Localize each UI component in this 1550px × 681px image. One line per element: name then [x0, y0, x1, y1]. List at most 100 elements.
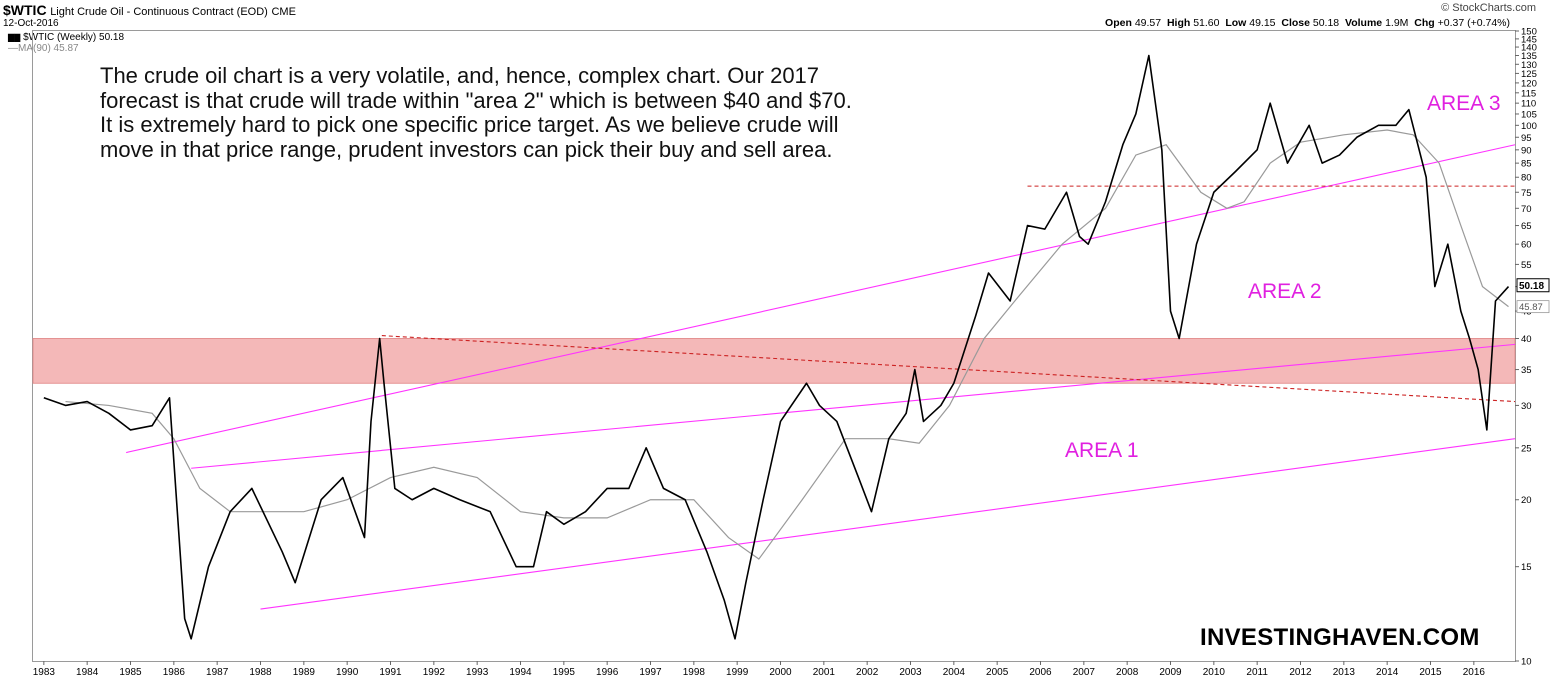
ohlc-readout: Open 49.57 High 51.60 Low 49.15 Close 50… [1105, 17, 1510, 29]
y-tick-label-70: 70 [1521, 204, 1532, 215]
y-axis: 1015202530354045505560657075808590951001… [1515, 27, 1537, 668]
x-tick-label-1984: 1984 [76, 667, 99, 678]
brand-watermark: INVESTINGHAVEN.COM [1200, 624, 1480, 651]
symbol: $WTIC [3, 2, 47, 18]
y-tick-label-100: 100 [1521, 121, 1537, 132]
close-value: 50.18 [1312, 17, 1340, 29]
x-tick-label-2014: 2014 [1376, 667, 1399, 678]
open-label: Open [1105, 17, 1132, 29]
y-tick-label-35: 35 [1521, 365, 1532, 376]
volume-value: 1.9M [1385, 17, 1409, 29]
price-legend: ▇▇ $WTIC (Weekly) 50.18 [8, 32, 125, 43]
y-tick-label-120: 120 [1521, 78, 1537, 89]
y-tick-label-20: 20 [1521, 495, 1532, 506]
area-1-label: AREA 1 [1065, 439, 1139, 462]
price-line [43, 54, 1510, 640]
chart-date: 12-Oct-2016 [3, 18, 59, 29]
high-label: High [1166, 17, 1191, 29]
last-ma-box [1516, 300, 1550, 314]
x-tick-label-1993: 1993 [466, 667, 489, 678]
x-tick-label-2006: 2006 [1029, 667, 1052, 678]
x-tick-label-2016: 2016 [1463, 667, 1486, 678]
x-tick-label-1986: 1986 [163, 667, 186, 678]
y-tick-label-135: 135 [1521, 51, 1537, 62]
open-value: 49.57 [1134, 17, 1162, 29]
y-tick-label-140: 140 [1521, 43, 1537, 54]
x-tick-label-1999: 1999 [726, 667, 749, 678]
exchange: CME [271, 6, 296, 18]
x-tick-label-1996: 1996 [596, 667, 619, 678]
x-tick-label-2011: 2011 [1246, 667, 1268, 678]
x-tick-label-2005: 2005 [986, 667, 1009, 678]
area-3-label: AREA 3 [1427, 92, 1501, 115]
y-tick-label-145: 145 [1521, 34, 1537, 45]
area-2-label: AREA 2 [1248, 280, 1322, 303]
x-tick-label-2010: 2010 [1203, 667, 1226, 678]
high-value: 51.60 [1193, 17, 1220, 29]
x-tick-label-2002: 2002 [856, 667, 879, 678]
x-tick-label-1990: 1990 [336, 667, 359, 678]
falling-dashed-line [381, 335, 1516, 403]
annotation-text: The crude oil chart is a very volatile, … [100, 63, 852, 162]
y-tick-label-95: 95 [1521, 133, 1532, 144]
x-tick-label-2004: 2004 [943, 667, 966, 678]
last-price-label: 50.18 [1519, 281, 1544, 292]
x-tick-label-2012: 2012 [1289, 667, 1312, 678]
x-tick-label-1992: 1992 [423, 667, 446, 678]
y-tick-label-90: 90 [1521, 145, 1532, 156]
x-tick-label-1985: 1985 [119, 667, 142, 678]
x-tick-label-1995: 1995 [553, 667, 576, 678]
x-tick-label-1994: 1994 [509, 667, 532, 678]
y-tick-label-60: 60 [1521, 240, 1532, 251]
ma-legend-text: MA(90) 45.87 [18, 43, 79, 54]
x-tick-label-2003: 2003 [899, 667, 922, 678]
y-tick-label-80: 80 [1521, 173, 1532, 184]
x-tick-label-2013: 2013 [1333, 667, 1356, 678]
x-axis: 1983 1984 1985 1986 1987 1988 1989 1990 1991 1992… [33, 661, 1486, 678]
x-tick-label-2001: 2001 [813, 667, 836, 678]
last-price-box [1516, 278, 1550, 293]
x-tick-label-1989: 1989 [293, 667, 316, 678]
y-tick-label-150: 150 [1521, 27, 1537, 38]
x-tick-label-1983: 1983 [33, 667, 56, 678]
y-tick-label-55: 55 [1521, 260, 1532, 271]
y-tick-label-115: 115 [1521, 88, 1536, 99]
chart-header: $WTIC Light Crude Oil - Continuous Contr… [0, 0, 1550, 30]
trendlines [126, 144, 1516, 610]
area-2-support-zone [32, 338, 1516, 384]
x-tick-label-1997: 1997 [639, 667, 662, 678]
ma-legend: —MA(90) 45.87 [8, 43, 79, 54]
y-tick-label-75: 75 [1521, 188, 1532, 199]
low-label: Low [1225, 17, 1247, 29]
x-tick-label-1991: 1991 [379, 667, 402, 678]
chg-label: Chg [1414, 17, 1435, 29]
x-tick-label-2000: 2000 [769, 667, 792, 678]
price-legend-text: $WTIC (Weekly) 50.18 [23, 32, 125, 43]
y-tick-label-30: 30 [1521, 401, 1532, 412]
x-tick-label-2007: 2007 [1073, 667, 1096, 678]
area-1-channel-line [260, 438, 1516, 610]
low-value: 49.15 [1249, 17, 1276, 29]
area-2-channel-line [191, 343, 1516, 469]
y-tick-label-130: 130 [1521, 60, 1537, 71]
plot-frame [32, 30, 1516, 662]
x-tick-label-1988: 1988 [249, 667, 272, 678]
y-tick-label-25: 25 [1521, 443, 1532, 454]
last-value-labels: 50.18 45.87 [1516, 278, 1550, 314]
y-tick-label-65: 65 [1521, 221, 1532, 232]
y-tick-label-125: 125 [1521, 69, 1537, 80]
x-tick-label-1998: 1998 [683, 667, 706, 678]
volume-label: Volume [1345, 17, 1383, 29]
y-tick-label-40: 40 [1521, 334, 1532, 345]
source-credit: © StockCharts.com [1441, 2, 1536, 14]
x-tick-label-2009: 2009 [1159, 667, 1182, 678]
instrument-name: Light Crude Oil - Continuous Contract (E… [50, 6, 268, 18]
y-tick-label-105: 105 [1521, 109, 1537, 120]
y-tick-label-85: 85 [1521, 159, 1532, 170]
ma-90-line [65, 129, 1509, 560]
x-tick-label-2015: 2015 [1419, 667, 1442, 678]
x-tick-label-1987: 1987 [206, 667, 229, 678]
chart-title: $WTIC Light Crude Oil - Continuous Contr… [3, 2, 296, 18]
chg-value: +0.37 (+0.74%) [1437, 17, 1510, 29]
